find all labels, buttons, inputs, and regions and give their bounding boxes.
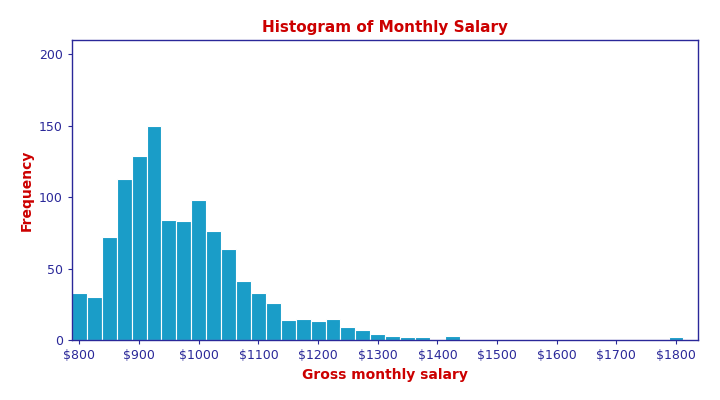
Y-axis label: Frequency: Frequency xyxy=(19,149,34,231)
Bar xyxy=(192,200,206,340)
Bar xyxy=(87,297,102,340)
Bar xyxy=(370,334,385,340)
Bar xyxy=(310,322,325,340)
Bar xyxy=(161,220,176,340)
Bar xyxy=(132,156,147,340)
Bar xyxy=(236,282,251,340)
Bar xyxy=(281,320,296,340)
Bar xyxy=(400,337,415,340)
Bar xyxy=(221,248,236,340)
Title: Histogram of Monthly Salary: Histogram of Monthly Salary xyxy=(262,20,508,35)
Bar xyxy=(296,318,310,340)
Bar xyxy=(206,232,221,340)
Bar xyxy=(325,318,341,340)
Bar xyxy=(176,222,192,340)
Bar xyxy=(251,293,266,340)
X-axis label: Gross monthly salary: Gross monthly salary xyxy=(302,368,468,382)
Bar xyxy=(445,336,460,340)
Bar xyxy=(102,237,117,340)
Bar xyxy=(147,126,161,340)
Bar xyxy=(117,178,132,340)
Bar xyxy=(341,327,356,340)
Bar xyxy=(415,337,430,340)
Bar xyxy=(72,293,87,340)
Bar xyxy=(356,330,370,340)
Bar xyxy=(385,336,400,340)
Bar xyxy=(669,337,683,340)
Bar xyxy=(266,303,281,340)
